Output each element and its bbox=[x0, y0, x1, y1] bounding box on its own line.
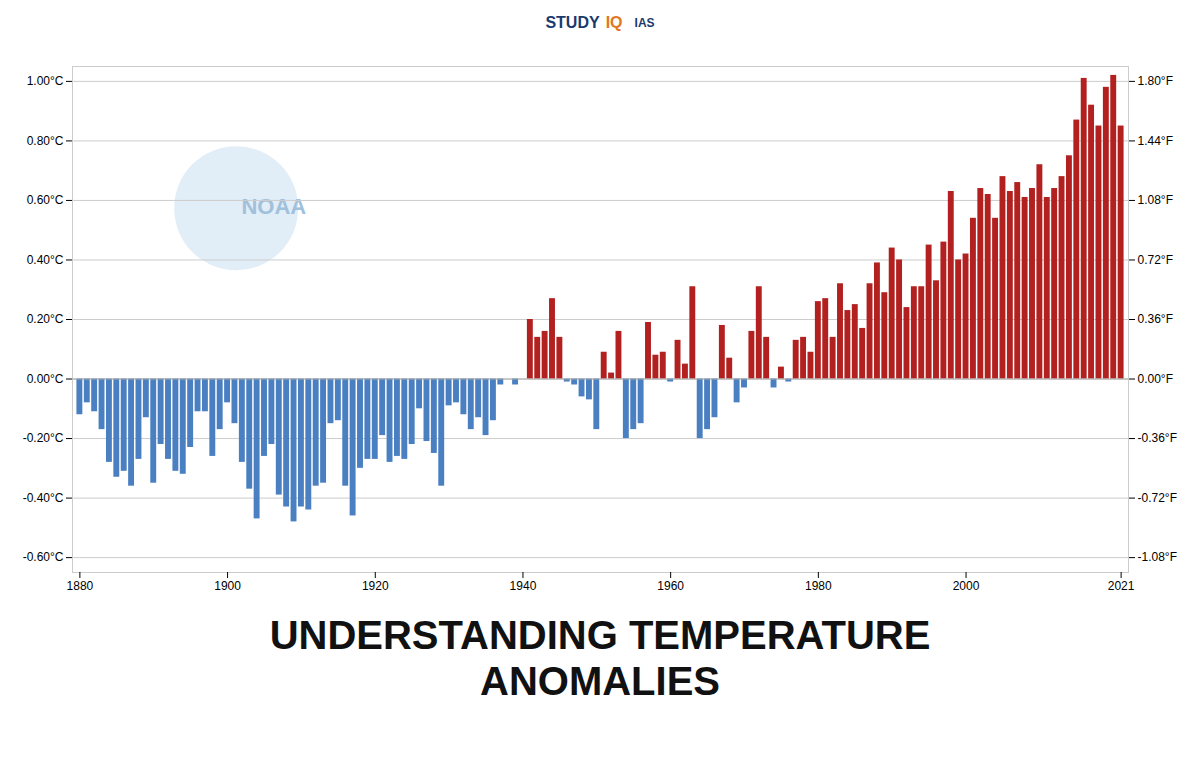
svg-text:1900: 1900 bbox=[214, 579, 241, 593]
svg-text:0.40°C: 0.40°C bbox=[27, 253, 64, 267]
svg-text:1.44°F: 1.44°F bbox=[1138, 134, 1173, 148]
svg-text:NOAA: NOAA bbox=[241, 194, 306, 219]
svg-text:0.72°F: 0.72°F bbox=[1138, 253, 1173, 267]
svg-text:-1.08°F: -1.08°F bbox=[1138, 550, 1177, 564]
html-text:ANOMALIES: ANOMALIES bbox=[480, 659, 720, 703]
svg-text:0.60°C: 0.60°C bbox=[27, 193, 64, 207]
svg-text:1.80°F: 1.80°F bbox=[1138, 74, 1173, 88]
html-text:STUDY IQ: STUDY IQ bbox=[545, 14, 623, 31]
svg-text:0.80°C: 0.80°C bbox=[27, 134, 64, 148]
svg-text:1920: 1920 bbox=[362, 579, 389, 593]
html-text:UNDERSTANDING TEMPERATURE: UNDERSTANDING TEMPERATURE bbox=[269, 613, 931, 657]
svg-text:2000: 2000 bbox=[953, 579, 980, 593]
svg-text:0.36°F: 0.36°F bbox=[1138, 312, 1173, 326]
svg-text:1960: 1960 bbox=[657, 579, 684, 593]
svg-text:-0.72°F: -0.72°F bbox=[1138, 491, 1177, 505]
svg-text:1.00°C: 1.00°C bbox=[27, 74, 64, 88]
svg-text:1940: 1940 bbox=[510, 579, 537, 593]
svg-text:0.20°C: 0.20°C bbox=[27, 312, 64, 326]
svg-text:2021: 2021 bbox=[1108, 579, 1135, 593]
svg-text:1980: 1980 bbox=[805, 579, 832, 593]
svg-text:0.00°F: 0.00°F bbox=[1138, 372, 1173, 386]
svg-text:1880: 1880 bbox=[67, 579, 94, 593]
svg-text:-0.60°C: -0.60°C bbox=[23, 550, 64, 564]
svg-text:0.00°C: 0.00°C bbox=[27, 372, 64, 386]
svg-text:1.08°F: 1.08°F bbox=[1138, 193, 1173, 207]
html-text:IAS: IAS bbox=[634, 16, 655, 30]
svg-text:-0.36°F: -0.36°F bbox=[1138, 431, 1177, 445]
svg-text:-0.20°C: -0.20°C bbox=[23, 431, 64, 445]
svg-text:-0.40°C: -0.40°C bbox=[23, 491, 64, 505]
